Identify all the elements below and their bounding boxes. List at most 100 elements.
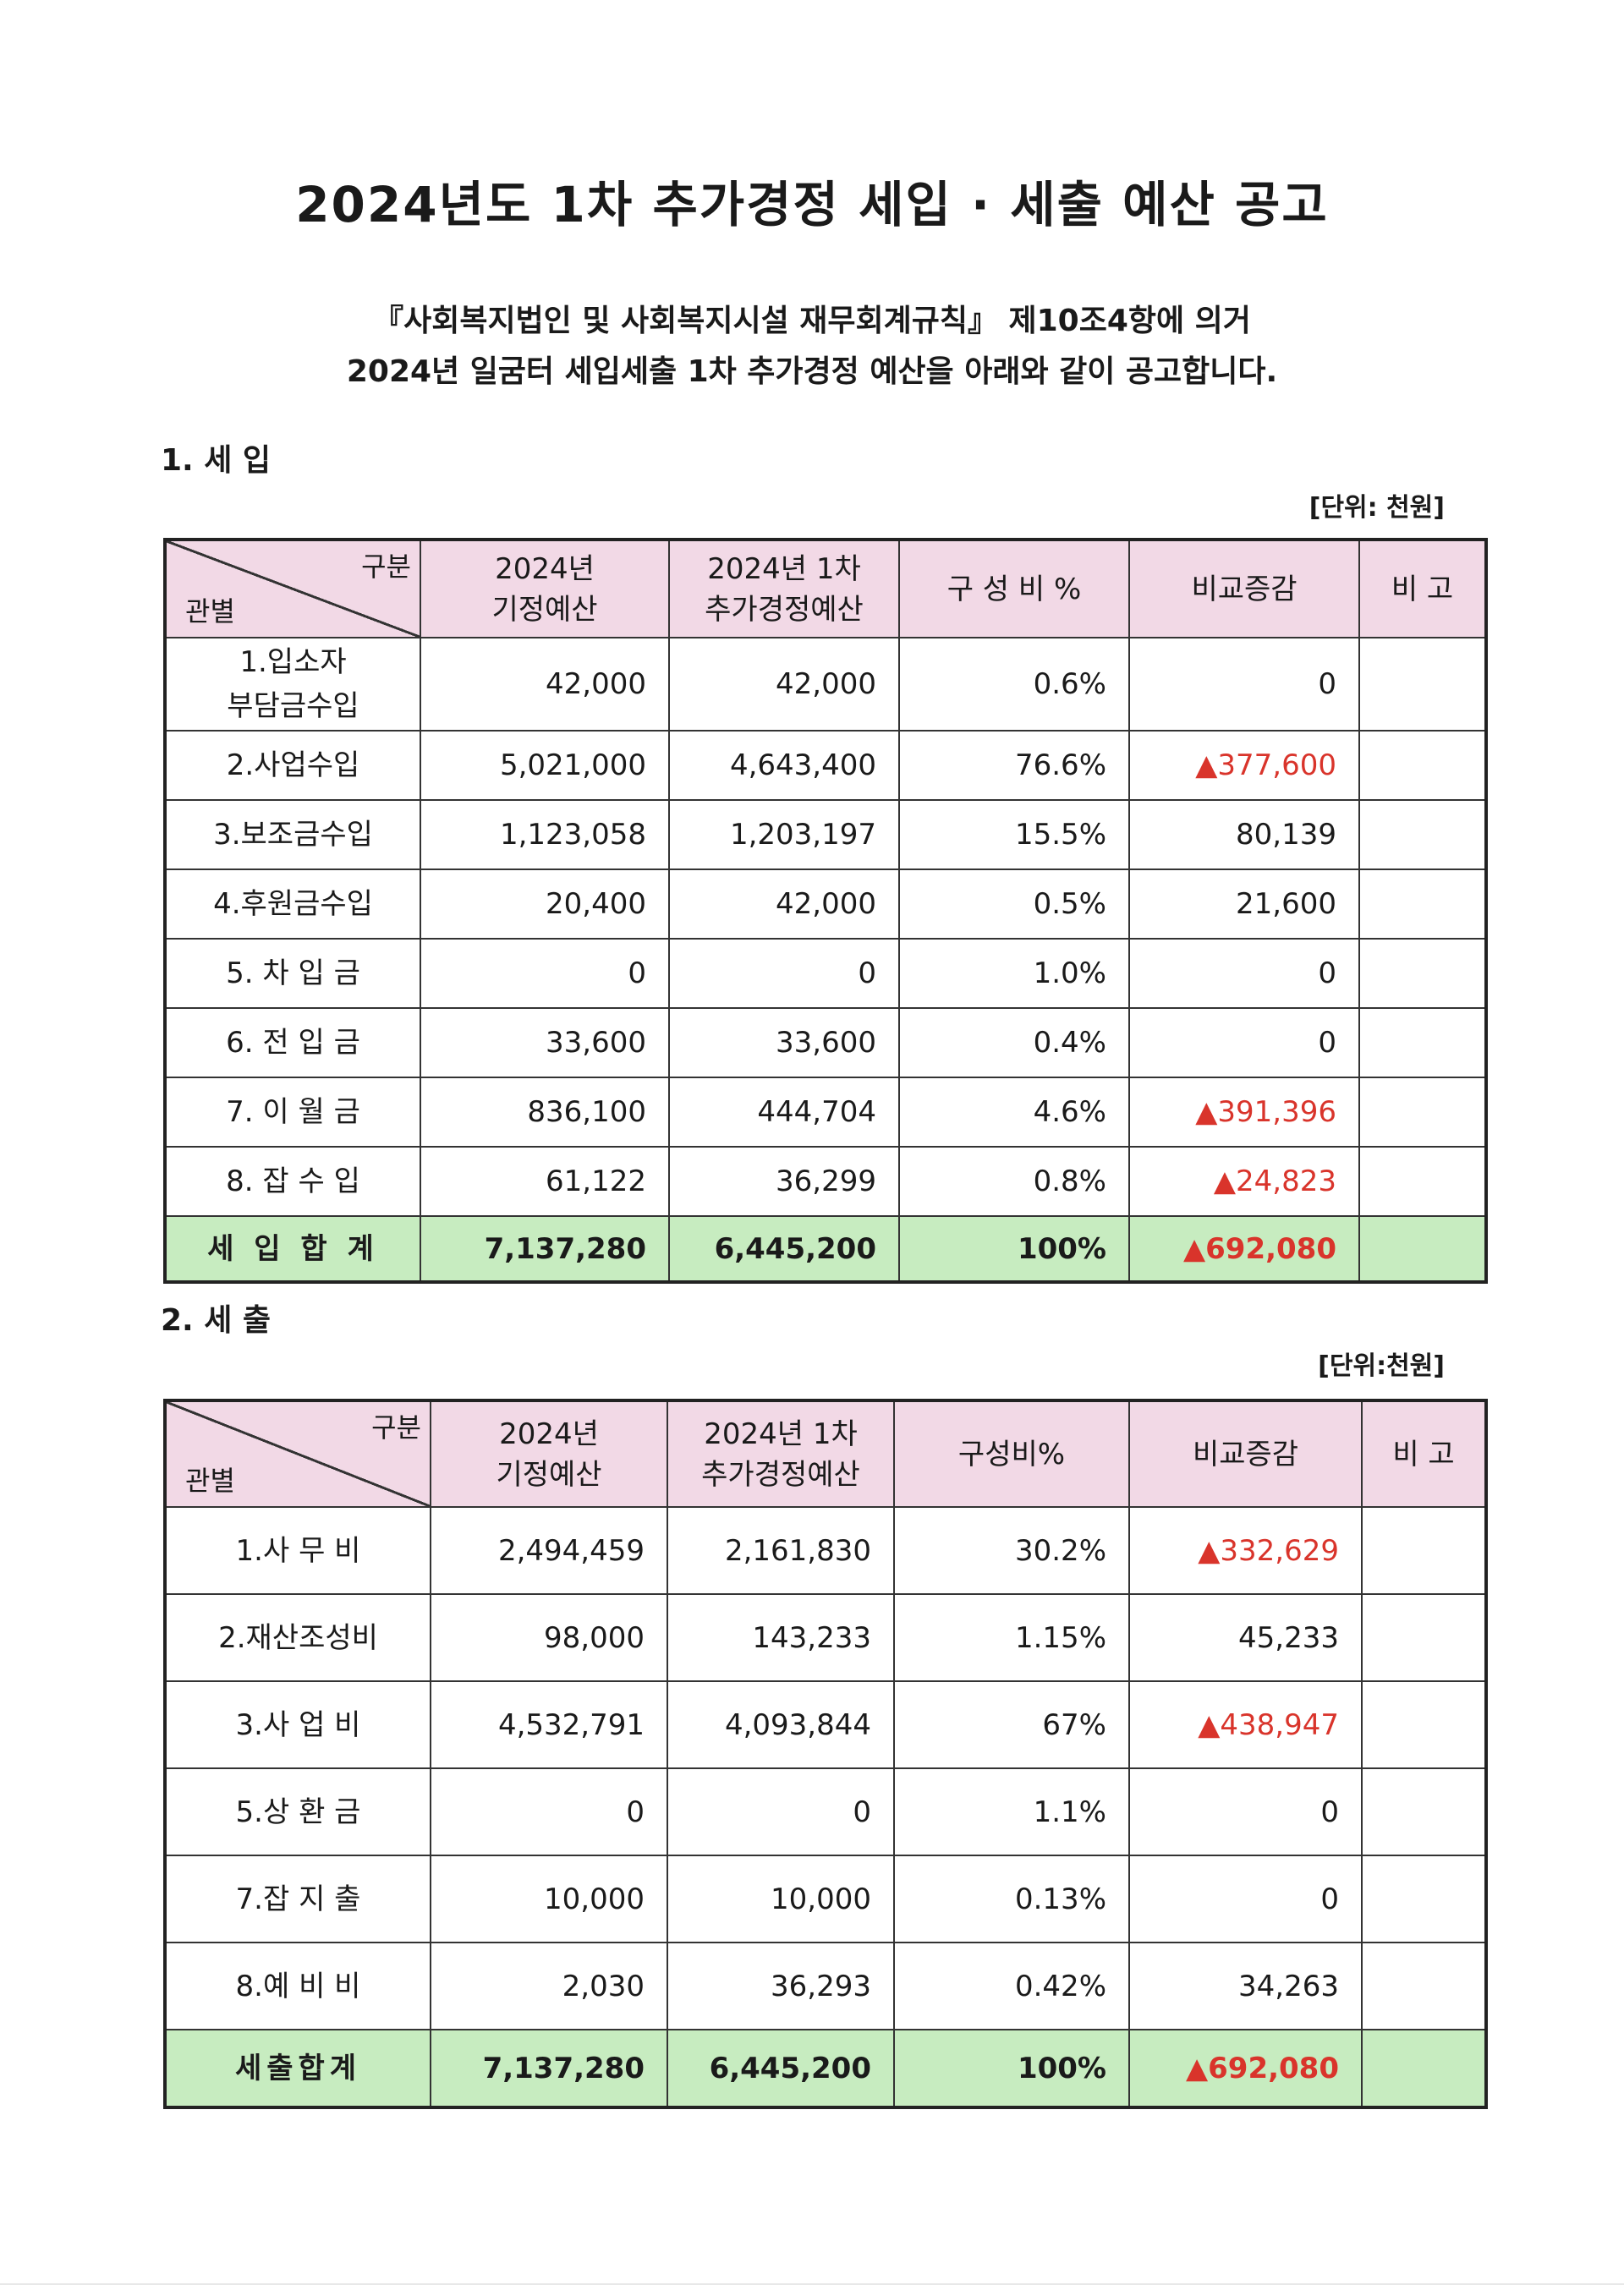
cell-ratio: 1.1% [893,1767,1130,1856]
cell-change: ▲692,080 [1128,2029,1363,2108]
table-row: 2.사업수입 5,021,000 4,643,400 76.6% ▲377,600 [164,730,1487,801]
cell-original: 61,122 [420,1146,670,1217]
cell-ratio: 0.6% [898,637,1130,732]
cell-original: 2,494,459 [430,1506,668,1595]
cell-note [1358,938,1487,1009]
cell-supplementary: 42,000 [668,637,900,732]
cell-change: 21,600 [1128,869,1360,940]
row-label: 1.사 무 비 [164,1506,431,1595]
row-label: 2.사업수입 [164,730,421,801]
cell-note [1358,799,1487,870]
cell-supplementary: 143,233 [667,1593,895,1682]
header-category-label: 구분 [361,551,411,583]
header-note: 비 고 [1358,539,1487,638]
expenditure-table: 구분 관별 2024년 기정예산 2024년 1차 추가경정예산 구성비% 비교… [163,1399,1488,2109]
cell-ratio: 0.5% [898,869,1130,940]
row-label: 3.보조금수입 [164,799,421,870]
row-label: 8. 잡 수 입 [164,1146,421,1217]
cell-supplementary: 42,000 [668,869,900,940]
table-row: 3.사 업 비 4,532,791 4,093,844 67% ▲438,947 [164,1680,1487,1769]
header-supplementary-budget: 2024년 1차 추가경정예산 [668,539,900,638]
cell-original: 5,021,000 [420,730,670,801]
table-row: 7.잡 지 출 10,000 10,000 0.13% 0 [164,1855,1487,1943]
cell-note [1358,1146,1487,1217]
cell-original: 7,137,280 [430,2029,668,2108]
row-label: 세 입 합 계 [164,1215,421,1283]
header-diagonal-cell: 구분 관별 [164,1400,431,1508]
cell-note [1358,1215,1487,1283]
cell-ratio: 1.15% [893,1593,1130,1682]
cell-note [1361,1680,1487,1769]
header-group-label: 관별 [185,595,235,627]
cell-change: 0 [1128,1767,1363,1856]
header-change: 비교증감 [1128,1400,1363,1508]
table-row: 2.재산조성비 98,000 143,233 1.15% 45,233 [164,1593,1487,1682]
cell-supplementary: 10,000 [667,1855,895,1943]
table-row: 1.입소자 부담금수입 42,000 42,000 0.6% 0 [164,637,1487,732]
cell-note [1361,2029,1487,2108]
cell-original: 2,030 [430,1942,668,2030]
row-label: 2.재산조성비 [164,1593,431,1682]
expenditure-unit-label: [단위:천원] [1318,1351,1445,1381]
revenue-table: 구분 관별 2024년 기정예산 2024년 1차 추가경정예산 구 성 비 %… [163,538,1488,1284]
cell-ratio: 0.13% [893,1855,1130,1943]
table-row: 4.후원금수입 20,400 42,000 0.5% 21,600 [164,869,1487,940]
cell-change: ▲24,823 [1128,1146,1360,1217]
cell-note [1358,1007,1487,1078]
table-row: 8. 잡 수 입 61,122 36,299 0.8% ▲24,823 [164,1146,1487,1217]
scan-edge-line [0,2283,1624,2285]
row-label: 7. 이 월 금 [164,1077,421,1148]
header-group-label: 관별 [185,1465,235,1497]
header-ratio: 구성비% [893,1400,1130,1508]
row-label: 8.예 비 비 [164,1942,431,2030]
revenue-section-title: 1. 세 입 [161,443,272,478]
cell-change: 0 [1128,1007,1360,1078]
cell-ratio: 0.42% [893,1942,1130,2030]
cell-original: 1,123,058 [420,799,670,870]
cell-ratio: 1.0% [898,938,1130,1009]
cell-note [1361,1593,1487,1682]
cell-ratio: 0.8% [898,1146,1130,1217]
header-supplementary-budget: 2024년 1차 추가경정예산 [667,1400,895,1508]
cell-original: 7,137,280 [420,1215,670,1283]
cell-ratio: 67% [893,1680,1130,1769]
cell-supplementary: 2,161,830 [667,1506,895,1595]
total-row: 세 입 합 계 7,137,280 6,445,200 100% ▲692,080 [164,1215,1487,1283]
cell-original: 836,100 [420,1077,670,1148]
cell-note [1358,637,1487,732]
table-row: 5. 차 입 금 0 0 1.0% 0 [164,938,1487,1009]
table-row: 3.보조금수입 1,123,058 1,203,197 15.5% 80,139 [164,799,1487,870]
intro-line-1: 『사회복지법인 및 사회복지시설 재무회계규칙』 제10조4항에 의거 [373,304,1251,338]
row-label: 3.사 업 비 [164,1680,431,1769]
cell-ratio: 76.6% [898,730,1130,801]
cell-supplementary: 36,299 [668,1146,900,1217]
row-label: 세출합계 [164,2029,431,2108]
cell-ratio: 30.2% [893,1506,1130,1595]
cell-original: 10,000 [430,1855,668,1943]
cell-note [1361,1506,1487,1595]
cell-change: ▲391,396 [1128,1077,1360,1148]
row-label: 1.입소자 부담금수입 [164,637,421,732]
revenue-unit-label: [단위: 천원] [1309,493,1445,523]
cell-ratio: 0.4% [898,1007,1130,1078]
cell-ratio: 15.5% [898,799,1130,870]
cell-supplementary: 36,293 [667,1942,895,2030]
cell-ratio: 100% [898,1215,1130,1283]
cell-ratio: 4.6% [898,1077,1130,1148]
table-row: 5.상 환 금 0 0 1.1% 0 [164,1767,1487,1856]
table-row: 7. 이 월 금 836,100 444,704 4.6% ▲391,396 [164,1077,1487,1148]
cell-change: ▲692,080 [1128,1215,1360,1283]
header-change: 비교증감 [1128,539,1360,638]
table-row: 6. 전 입 금 33,600 33,600 0.4% 0 [164,1007,1487,1078]
header-original-budget: 2024년 기정예산 [430,1400,668,1508]
cell-ratio: 100% [893,2029,1130,2108]
row-label: 7.잡 지 출 [164,1855,431,1943]
header-note: 비 고 [1361,1400,1487,1508]
cell-change: 34,263 [1128,1942,1363,2030]
cell-supplementary: 33,600 [668,1007,900,1078]
header-ratio: 구 성 비 % [898,539,1130,638]
cell-change: 80,139 [1128,799,1360,870]
table-row: 8.예 비 비 2,030 36,293 0.42% 34,263 [164,1942,1487,2030]
cell-original: 0 [430,1767,668,1856]
row-label: 5. 차 입 금 [164,938,421,1009]
